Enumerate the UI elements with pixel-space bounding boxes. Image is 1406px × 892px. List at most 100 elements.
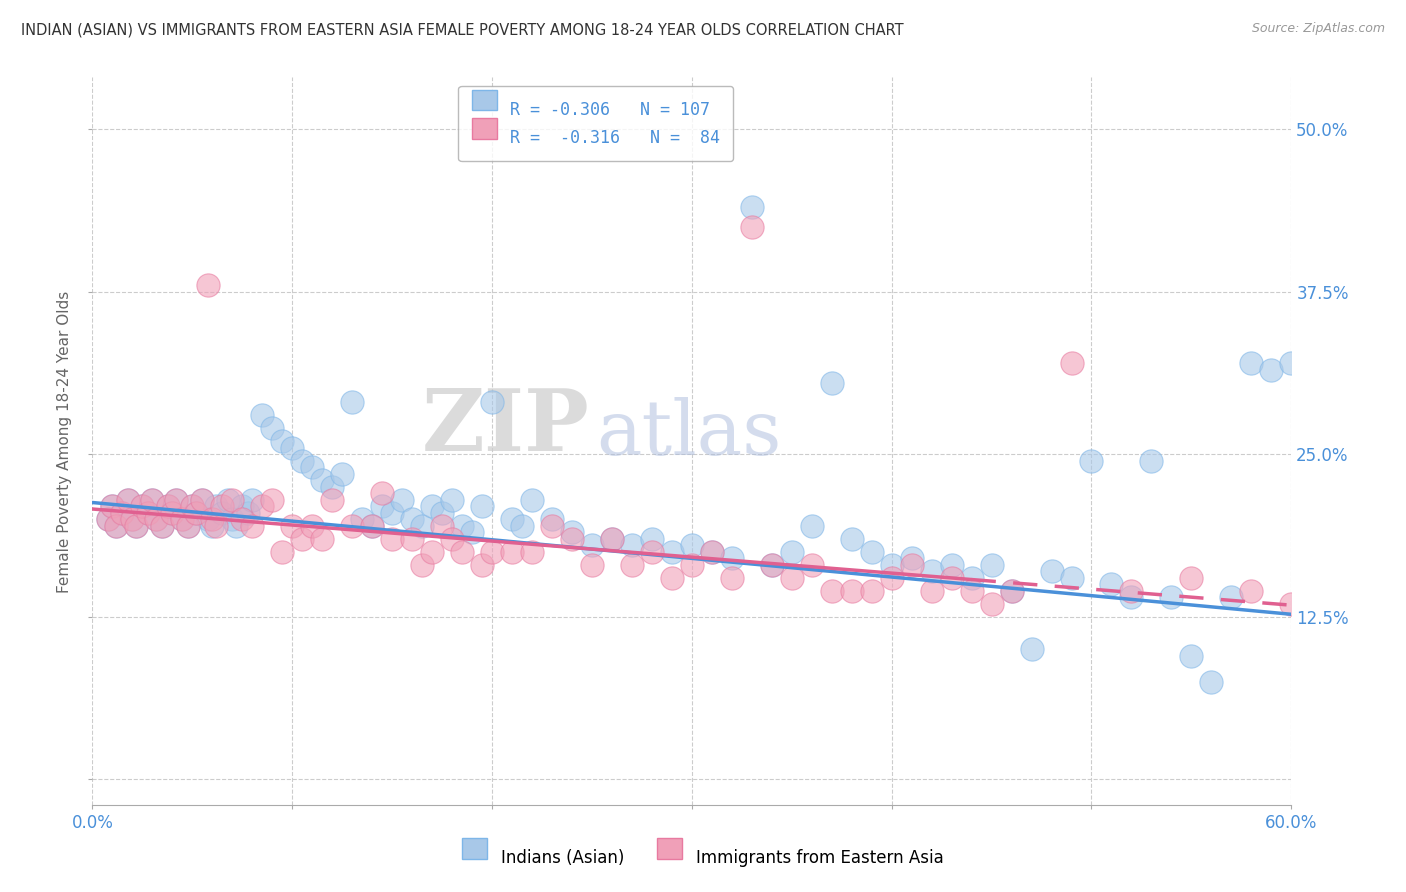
Point [780,571,803,585]
Point [231,500,253,514]
Point [520,492,543,507]
Point [1101,577,1123,591]
Point [860,583,883,598]
Point [1121,591,1143,605]
Point [1301,363,1323,377]
Point [186,506,208,520]
Point [361,519,384,533]
Point [761,558,783,572]
Point [125,519,148,533]
Point [111,506,134,520]
Point [800,558,823,572]
Point [1060,571,1083,585]
Point [181,500,204,514]
Point [145,512,167,526]
Point [471,500,494,514]
Point [165,492,187,507]
Point [700,545,723,559]
Point [1381,389,1403,403]
Point [741,201,763,215]
Point [1320,610,1343,624]
Point [162,506,184,520]
Point [225,519,247,533]
Point [250,500,273,514]
Point [381,506,404,520]
Point [238,506,260,520]
Point [172,512,194,526]
Point [471,558,494,572]
Point [761,558,783,572]
Legend: R = -0.306   N = 107, R =  -0.316   N =  84: R = -0.306 N = 107, R = -0.316 N = 84 [458,86,734,161]
Point [186,506,208,520]
Point [157,500,180,514]
Point [162,506,184,520]
Point [401,532,423,546]
Point [501,512,523,526]
Point [131,500,153,514]
Point [165,492,187,507]
Point [371,486,394,500]
Point [1021,642,1043,657]
Point [440,532,463,546]
Point [1279,356,1302,370]
Point [250,409,273,423]
Point [121,512,143,526]
Point [197,278,219,293]
Point [821,583,844,598]
Point [330,467,353,481]
Point [430,519,453,533]
Point [420,545,443,559]
Point [201,512,224,526]
Point [101,500,124,514]
Point [1260,363,1282,377]
Point [600,532,623,546]
Point [1121,583,1143,598]
Point [191,492,214,507]
Point [411,519,433,533]
Point [121,512,143,526]
Point [105,519,128,533]
Point [340,395,363,409]
Point [720,571,742,585]
Point [371,500,394,514]
Point [197,512,219,526]
Point [510,519,533,533]
Point [97,512,120,526]
Point [291,454,314,468]
Point [411,558,433,572]
Point [960,571,983,585]
Point [205,500,228,514]
Point [641,545,664,559]
Point [221,492,243,507]
Point [941,571,963,585]
Point [401,512,423,526]
Point [1040,565,1063,579]
Point [136,506,159,520]
Point [172,512,194,526]
Point [136,506,159,520]
Text: ZIP: ZIP [422,384,591,469]
Point [311,474,333,488]
Point [741,219,763,234]
Point [1320,369,1343,384]
Point [700,545,723,559]
Point [941,558,963,572]
Point [461,525,484,540]
Point [231,512,253,526]
Point [661,545,683,559]
Point [97,512,120,526]
Point [301,460,323,475]
Point [240,519,263,533]
Point [661,571,683,585]
Point [900,558,922,572]
Point [117,492,139,507]
Point [921,565,943,579]
Point [561,532,583,546]
Point [281,441,304,455]
Point [281,519,304,533]
Point [301,519,323,533]
Point [391,492,413,507]
Point [1240,583,1263,598]
Point [217,492,239,507]
Point [291,532,314,546]
